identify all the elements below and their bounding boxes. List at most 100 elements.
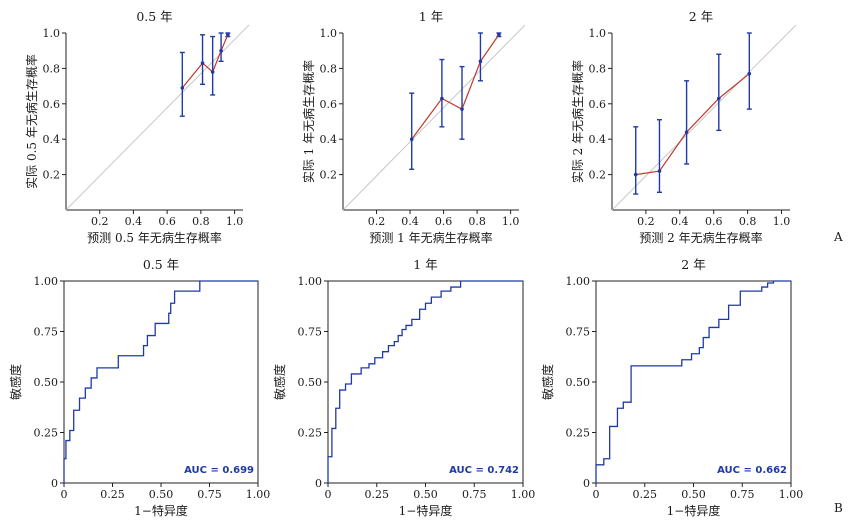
plot-frame (327, 280, 524, 484)
reference-diagonal (342, 24, 526, 211)
roc-curve (63, 280, 258, 483)
y-tick-label: 0.6 (320, 98, 338, 111)
chart-panel-1: 0.5 年 0.2 0.4 0.6 0.8 1.0 0.2 0.4 0.6 0.8 1.0 预测 0.… (24, 9, 250, 245)
x-tick-label: 0.6 (705, 215, 723, 228)
charts-layer: 0.5 年 0.2 0.4 0.6 0.8 1.0 0.2 0.4 0.6 0.8 1.0 预测 0.… (8, 9, 803, 518)
x-tick-label: 0.6 (158, 215, 176, 228)
y-axis-label: 敏感度 (540, 364, 555, 400)
chart-panel-3: 2 年 0.2 0.4 0.6 0.8 1.0 0.2 0.4 0.6 0.8 1.0 预测 2 年无… (570, 9, 797, 245)
data-point (440, 96, 444, 101)
x-tick-label: 0 (61, 488, 68, 501)
x-tick-label: 0.75 (197, 488, 222, 501)
x-tick-label: 1.00 (779, 488, 804, 501)
x-axis-label: 1−特异度 (399, 503, 453, 518)
x-tick-label: 0.8 (468, 215, 486, 228)
data-point (497, 32, 501, 37)
chart-title: 0.5 年 (143, 257, 179, 272)
chart-panel-2: 1 年 0.2 0.4 0.6 0.8 1.0 0.2 0.4 0.6 0.8 1.0 预测 1 年无… (301, 9, 526, 245)
y-tick-label: 1.0 (320, 27, 338, 40)
chart-title: 2 年 (689, 9, 713, 24)
data-point (478, 59, 483, 64)
y-tick-label: 0.2 (320, 169, 338, 182)
y-tick-label: 0 (583, 477, 590, 490)
y-tick-label: 0.8 (43, 62, 61, 75)
x-tick-label: 1.00 (246, 488, 271, 501)
y-tick-label: 1.00 (298, 275, 323, 288)
x-tick-label: 0.4 (671, 215, 689, 228)
panel-label-b: B (834, 501, 843, 515)
auc-annotation: AUC = 0.742 (449, 465, 519, 476)
chart-title: 0.5 年 (136, 9, 172, 24)
y-tick-label: 0.25 (298, 427, 323, 440)
x-tick-label: 0.50 (149, 488, 174, 501)
chart-title: 2 年 (681, 257, 705, 272)
y-tick-label: 0.6 (589, 98, 607, 111)
x-tick-label: 0.2 (637, 215, 655, 228)
data-point (180, 86, 185, 90)
x-tick-label: 0 (593, 488, 600, 501)
x-tick-label: 0.6 (435, 215, 453, 228)
data-point (460, 107, 464, 111)
panel-label-a: A (833, 230, 843, 244)
chart-title: 1 年 (419, 9, 443, 24)
x-tick-label: 0 (325, 488, 332, 501)
y-tick-label: 0.8 (589, 62, 607, 75)
roc-curve (595, 280, 791, 483)
x-tick-label: 1.00 (511, 488, 536, 501)
data-point (219, 48, 223, 53)
y-axis-label: 实际 1 年无病生存概率 (301, 60, 316, 183)
x-tick-label: 0.4 (125, 215, 143, 228)
y-tick-label: 0.75 (298, 326, 323, 339)
data-point (684, 130, 689, 134)
auc-annotation: AUC = 0.662 (717, 465, 787, 476)
y-tick-label: 0.4 (320, 133, 338, 146)
data-point (226, 32, 230, 37)
x-tick-label: 0.50 (413, 488, 438, 501)
chart-panel-6: 2 年 0 0.25 0.50 0.75 1.00 0 0.25 0.50 0.75 1.00 AUC… (540, 257, 803, 518)
data-point (717, 96, 721, 101)
chart-panel-4: 0.5 年 0 0.25 0.50 0.75 1.00 0 0.25 0.50 0.75 1.00 A… (8, 257, 270, 518)
x-tick-label: 0.25 (100, 488, 125, 501)
roc-curve (327, 280, 523, 483)
y-tick-label: 0.8 (320, 62, 338, 75)
y-tick-label: 0 (315, 477, 322, 490)
data-point (200, 61, 205, 65)
chart-panel-5: 1 年 0 0.25 0.50 0.75 1.00 0 0.25 0.50 0.75 1.00 AUC… (272, 257, 535, 518)
y-tick-label: 0.4 (589, 133, 607, 146)
y-tick-label: 1.00 (566, 275, 591, 288)
x-tick-label: 0.8 (739, 215, 757, 228)
data-point (657, 169, 662, 173)
y-tick-label: 0.50 (566, 376, 591, 389)
x-tick-label: 0.2 (91, 215, 109, 228)
y-axis-label: 实际 2 年无病生存概率 (570, 60, 585, 183)
y-axis-label: 敏感度 (272, 364, 287, 400)
x-axis-label: 1−特异度 (134, 503, 188, 518)
y-tick-label: 0.25 (34, 427, 59, 440)
data-point (747, 71, 752, 76)
data-point (210, 70, 215, 74)
y-axis-label: 敏感度 (8, 364, 23, 400)
data-point (633, 172, 638, 177)
x-tick-label: 1.0 (502, 215, 520, 228)
x-tick-label: 0.2 (368, 215, 386, 228)
x-tick-label: 0.25 (633, 488, 658, 501)
y-tick-label: 0.75 (34, 326, 59, 339)
x-axis-label: 预测 1 年无病生存概率 (369, 230, 492, 245)
x-tick-label: 0.4 (401, 215, 419, 228)
x-tick-label: 0.75 (462, 488, 487, 501)
y-tick-label: 0.50 (298, 376, 323, 389)
x-tick-label: 0.75 (730, 488, 755, 501)
chart-title: 1 年 (413, 257, 437, 272)
calibration-line (411, 34, 500, 140)
y-tick-label: 1.0 (43, 27, 61, 40)
x-tick-label: 0.50 (681, 488, 706, 501)
y-tick-label: 0.50 (34, 376, 59, 389)
y-axis-label: 实际 0.5 年无病生存概率 (24, 54, 39, 189)
y-tick-label: 0.75 (566, 326, 591, 339)
y-tick-label: 0.2 (43, 169, 61, 182)
y-tick-label: 0.25 (566, 427, 591, 440)
x-tick-label: 1.0 (773, 215, 791, 228)
x-axis-label: 预测 2 年无病生存概率 (639, 230, 762, 245)
y-tick-label: 1.0 (589, 27, 607, 40)
